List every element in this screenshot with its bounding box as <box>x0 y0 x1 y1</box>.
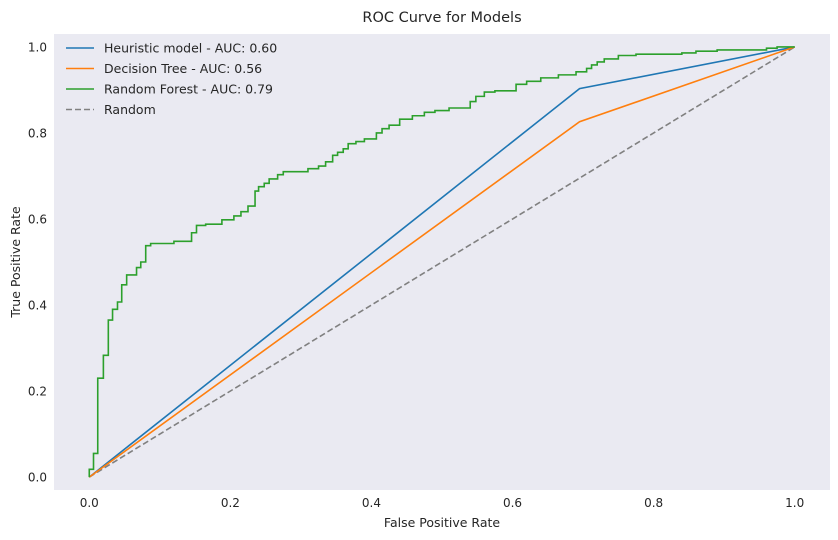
x-tick-label: 0.0 <box>80 496 99 510</box>
x-tick-label: 1.0 <box>785 496 804 510</box>
plot-area <box>54 34 830 490</box>
x-ticks: 0.0 0.2 0.4 0.6 0.8 1.0 <box>80 496 805 510</box>
x-axis-label: False Positive Rate <box>384 515 500 530</box>
y-ticks: 0.0 0.2 0.4 0.6 0.8 1.0 <box>28 40 47 484</box>
y-tick-label: 0.8 <box>28 126 47 140</box>
series-line-1 <box>88 46 795 478</box>
legend-entry: Decision Tree - AUC: 0.56 <box>104 61 262 76</box>
series-line-0 <box>88 46 795 478</box>
x-tick-label: 0.4 <box>362 496 381 510</box>
y-tick-label: 1.0 <box>28 40 47 54</box>
series-line-3 <box>88 46 796 478</box>
x-tick-label: 0.2 <box>221 496 240 510</box>
chart-title: ROC Curve for Models <box>362 10 521 26</box>
series-layer <box>88 46 796 478</box>
legend-entry: Heuristic model - AUC: 0.60 <box>104 41 277 56</box>
y-tick-label: 0.4 <box>28 299 47 313</box>
series-line-2 <box>88 46 795 478</box>
y-tick-label: 0.6 <box>28 212 47 226</box>
legend-entry: Random <box>104 102 156 117</box>
legend-entry: Random Forest - AUC: 0.79 <box>104 82 273 97</box>
y-tick-label: 0.0 <box>28 471 47 485</box>
x-tick-label: 0.8 <box>644 496 663 510</box>
y-axis-label: True Positive Rate <box>8 206 23 319</box>
x-tick-label: 0.6 <box>503 496 522 510</box>
legend: Heuristic model - AUC: 0.60 Decision Tree… <box>66 41 277 117</box>
y-tick-label: 0.2 <box>28 385 47 399</box>
